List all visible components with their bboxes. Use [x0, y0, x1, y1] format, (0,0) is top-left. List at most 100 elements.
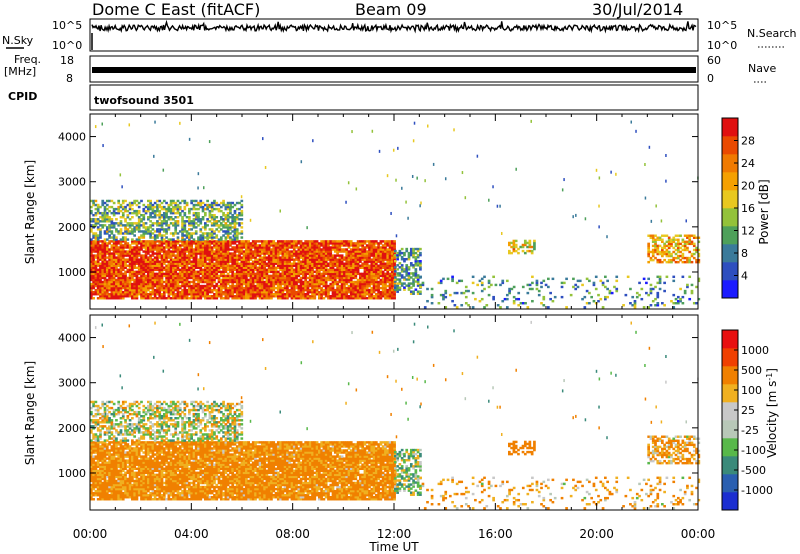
- power-cell: [403, 257, 406, 261]
- power-cell: [315, 260, 319, 263]
- power-cell: [197, 266, 200, 269]
- power-cell: [124, 218, 127, 221]
- power-cell: [231, 230, 235, 233]
- power-cell: [629, 302, 632, 305]
- power-cell: [192, 264, 196, 267]
- power-cell: [162, 297, 166, 300]
- power-cell: [405, 249, 409, 253]
- power-cell: [318, 246, 321, 249]
- power-cell: [210, 224, 214, 227]
- power-cell: [398, 288, 402, 291]
- power-cell: [442, 295, 445, 299]
- power-cell: [213, 203, 216, 207]
- power-cell: [213, 216, 216, 219]
- power-cell: [169, 284, 173, 288]
- power-cell: [272, 292, 276, 296]
- power-cell: [304, 276, 307, 280]
- power-cell: [320, 256, 323, 259]
- power-cell: [215, 248, 219, 251]
- power-cell: [256, 250, 260, 253]
- power-cell: [359, 248, 362, 251]
- power-cell: [343, 297, 346, 300]
- power-cell: [329, 268, 333, 272]
- power-cell: [149, 295, 152, 298]
- power-cell: [192, 260, 196, 263]
- power-cell: [686, 236, 689, 239]
- power-cell: [131, 238, 134, 241]
- power-cell: [286, 252, 289, 255]
- power-cell: [233, 230, 237, 233]
- power-cell: [96, 240, 100, 243]
- power-cell: [219, 272, 223, 276]
- power-cell: [224, 286, 228, 290]
- power-cell: [238, 286, 241, 290]
- power-cell: [167, 266, 171, 269]
- power-cell: [352, 290, 355, 294]
- power-cell: [324, 280, 328, 284]
- power-cell: [663, 289, 666, 293]
- power-cell: [176, 292, 180, 296]
- power-cell: [108, 274, 111, 278]
- power-cell: [192, 222, 196, 225]
- power-cell: [288, 264, 292, 267]
- power-cell: [151, 268, 155, 272]
- power-cell: [670, 258, 673, 262]
- power-cell: [288, 292, 292, 296]
- power-cell: [258, 284, 262, 288]
- power-cell: [295, 272, 298, 276]
- power-cell: [267, 258, 271, 261]
- power-cell: [267, 266, 271, 269]
- power-cell: [190, 224, 193, 227]
- power-cell: [349, 252, 353, 255]
- power-cell: [398, 274, 402, 277]
- power-cell: [656, 293, 660, 297]
- power-cell: [172, 286, 175, 290]
- power-cell: [345, 276, 349, 280]
- power-cell: [679, 242, 682, 246]
- power-cell: [181, 258, 184, 261]
- power-cell: [302, 268, 305, 272]
- power-cell: [419, 292, 422, 295]
- power-cell: [226, 282, 230, 286]
- power-cell: [204, 236, 207, 239]
- power-cell: [226, 218, 230, 221]
- power-cell: [388, 272, 392, 276]
- power-cell: [286, 268, 289, 272]
- power-cell: [208, 234, 212, 237]
- power-cell: [197, 272, 200, 276]
- power-cell: [247, 272, 250, 276]
- power-cell: [384, 254, 387, 257]
- power-cell: [215, 274, 219, 278]
- power-cell: [508, 243, 511, 247]
- power-cell: [324, 272, 328, 276]
- power-cell: [176, 258, 180, 261]
- power-cell: [188, 284, 191, 288]
- power-cell: [393, 282, 396, 286]
- power-cell: [233, 246, 237, 249]
- power-cell: [151, 209, 155, 213]
- power-cell: [240, 240, 244, 243]
- power-cell: [356, 288, 360, 292]
- power-cell: [133, 201, 136, 205]
- power-cell: [535, 279, 539, 283]
- power-cell: [178, 213, 182, 217]
- power-cell: [115, 238, 118, 241]
- power-cell: [181, 244, 184, 247]
- power-cell: [110, 264, 114, 267]
- power-cell: [261, 250, 264, 253]
- power-cell: [245, 278, 248, 282]
- power-cell: [517, 291, 521, 295]
- power-cell: [192, 256, 196, 259]
- power-cell: [153, 288, 157, 292]
- power-cell: [276, 260, 280, 263]
- power-cell: [281, 240, 285, 243]
- power-cell: [117, 288, 121, 292]
- power-cell: [105, 266, 109, 269]
- power-cell: [238, 201, 241, 205]
- power-cell: [384, 297, 387, 300]
- power-cell: [137, 288, 141, 292]
- power-cell: [231, 205, 235, 209]
- power-cell: [199, 286, 203, 290]
- power-cell: [156, 246, 159, 249]
- power-cell: [99, 224, 102, 227]
